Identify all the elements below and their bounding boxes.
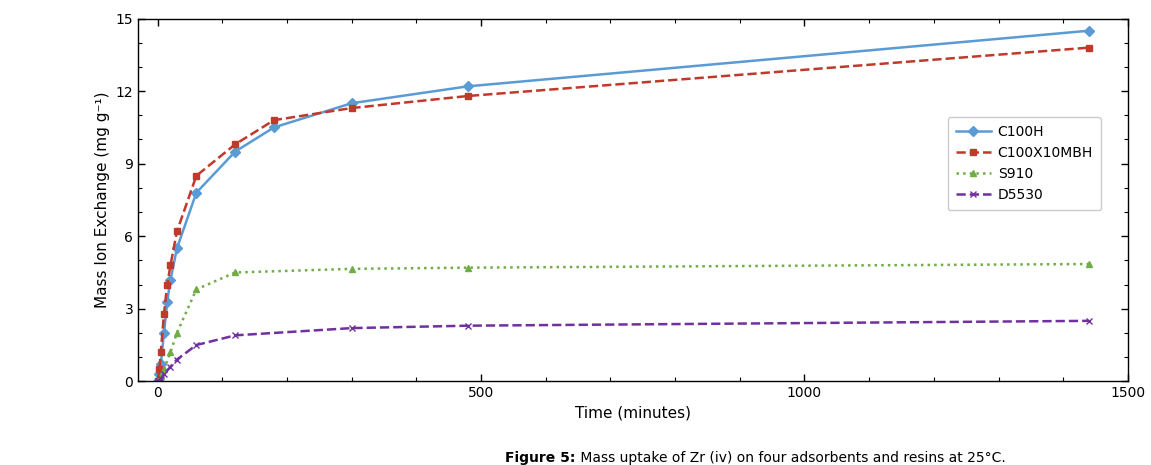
C100H bbox=[153, 371, 167, 377]
C100X10MBH bbox=[190, 173, 204, 179]
S910 bbox=[154, 374, 168, 379]
C100X10MBH bbox=[462, 93, 475, 99]
C100X10MBH bbox=[153, 366, 167, 372]
Text: Mass uptake of Zr (iv) on four adsorbents and resins at 25°C.: Mass uptake of Zr (iv) on four adsorbent… bbox=[576, 451, 1005, 465]
Line: S910: S910 bbox=[154, 260, 1092, 385]
S910 bbox=[1082, 261, 1096, 267]
D5530 bbox=[170, 357, 184, 362]
S910 bbox=[190, 286, 204, 292]
Line: D5530: D5530 bbox=[154, 318, 1092, 385]
C100H bbox=[160, 299, 174, 304]
Line: C100X10MBH: C100X10MBH bbox=[154, 44, 1092, 385]
S910 bbox=[170, 330, 184, 336]
C100X10MBH bbox=[344, 105, 358, 111]
D5530 bbox=[1082, 318, 1096, 324]
C100X10MBH bbox=[267, 117, 281, 123]
C100X10MBH bbox=[228, 141, 242, 147]
C100H bbox=[462, 84, 475, 89]
X-axis label: Time (minutes): Time (minutes) bbox=[576, 406, 691, 421]
D5530 bbox=[190, 342, 204, 348]
C100X10MBH bbox=[160, 282, 174, 287]
C100H bbox=[154, 362, 168, 367]
D5530 bbox=[151, 379, 165, 384]
C100X10MBH bbox=[154, 350, 168, 355]
S910 bbox=[151, 379, 165, 384]
S910 bbox=[462, 265, 475, 271]
D5530 bbox=[344, 326, 358, 331]
D5530 bbox=[462, 323, 475, 328]
C100X10MBH bbox=[157, 311, 170, 316]
S910 bbox=[157, 366, 170, 372]
Line: C100H: C100H bbox=[154, 27, 1092, 385]
C100H bbox=[1082, 28, 1096, 33]
S910 bbox=[163, 350, 177, 355]
C100X10MBH bbox=[170, 229, 184, 234]
C100H bbox=[151, 379, 165, 384]
C100H bbox=[170, 246, 184, 251]
Legend: C100H, C100X10MBH, S910, D5530: C100H, C100X10MBH, S910, D5530 bbox=[947, 117, 1102, 211]
C100X10MBH bbox=[163, 262, 177, 268]
C100H bbox=[344, 100, 358, 106]
D5530 bbox=[163, 364, 177, 370]
D5530 bbox=[154, 376, 168, 382]
C100H bbox=[163, 277, 177, 283]
D5530 bbox=[157, 371, 170, 377]
C100H bbox=[228, 149, 242, 154]
S910 bbox=[228, 270, 242, 275]
Y-axis label: Mass Ion Exchange (mg g⁻¹): Mass Ion Exchange (mg g⁻¹) bbox=[96, 92, 110, 308]
C100H bbox=[157, 330, 170, 336]
C100X10MBH bbox=[151, 379, 165, 384]
C100X10MBH bbox=[1082, 45, 1096, 50]
C100H bbox=[267, 125, 281, 130]
Text: Figure 5:: Figure 5: bbox=[505, 451, 576, 465]
S910 bbox=[344, 266, 358, 272]
D5530 bbox=[228, 332, 242, 338]
C100H bbox=[190, 190, 204, 195]
